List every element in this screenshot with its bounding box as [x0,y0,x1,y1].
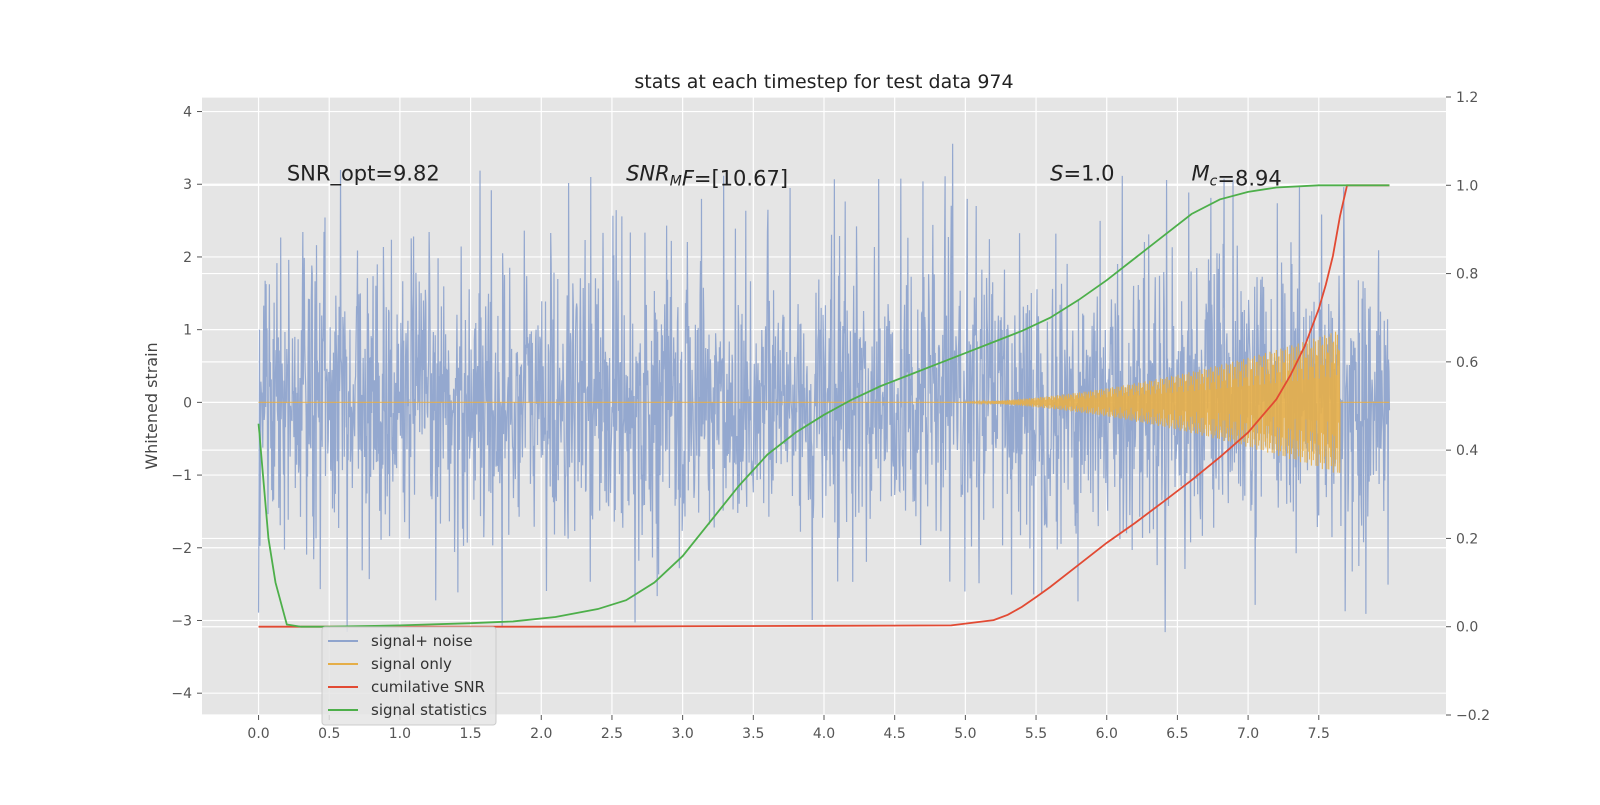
y2-tick-label: 1.0 [1456,178,1478,194]
legend-label: signal only [371,655,452,673]
legend-item-cumilative-snr: cumilative SNR [328,678,485,696]
annotation-snr-mf: SNRMF=[10.67] [626,162,788,191]
y2-tick-label: 0.0 [1456,620,1478,636]
y2-tick-label: 0.8 [1456,267,1478,283]
grid [202,96,1446,716]
x-tick-label: 4.5 [884,726,906,742]
y2-tick-label: 0.6 [1456,355,1478,371]
y-tick-label: 4 [183,105,192,121]
annotation-spin-s: S=1.0 [1050,162,1114,186]
legend-item-signal-only: signal only [328,655,452,673]
annotation-part: S [1050,162,1063,186]
x-tick-label: 3.0 [672,726,694,742]
annotation-chirp-mass: Mc=8.94 [1192,162,1282,191]
legend-box [321,626,497,726]
annotation-part: =8.94 [1217,167,1281,191]
y-tick-label: 0 [183,395,192,411]
annotation-part: M [1192,162,1210,186]
annotation-part: SNR_opt=9.82 [287,162,440,187]
series-signal-noise [257,143,1391,633]
x-tick-label: 7.0 [1237,726,1259,742]
legend-item-signal-noise: signal+ noise [328,632,473,650]
x-tick-label: 6.5 [1166,726,1188,742]
legend-label: signal+ noise [371,632,473,650]
x-tick-label: 2.0 [530,726,552,742]
y-tick-label: −1 [171,468,192,484]
annotation-part: =1.0 [1064,162,1115,186]
legend-item-signal-statistics: signal statistics [328,701,487,719]
y-tick-label: −4 [171,686,192,702]
x-tick-label: 6.0 [1096,726,1118,742]
legend-label: signal statistics [371,701,487,719]
x-tick-label: 0.5 [318,726,340,742]
y-tick-label: 3 [183,177,192,193]
series-signal-statistics [257,184,1390,628]
series-cumilative-snr [258,184,1390,628]
x-tick-label: 5.5 [1025,726,1047,742]
legend-label: cumilative SNR [371,678,485,696]
annotation-part: =[10.67] [694,167,788,191]
annotation-part: F [682,167,695,191]
x-tick-label: 2.5 [601,726,623,742]
x-tick-label: 5.0 [954,726,976,742]
y2-tick-label: 0.2 [1456,531,1478,547]
y-tick-label: −2 [171,541,192,557]
legend: signal+ noise signal only cumilative SNR… [321,626,497,726]
annotation-part: c [1210,174,1218,190]
x-tick-label: 7.5 [1308,726,1330,742]
chart-title: stats at each timestep for test data 974 [634,71,1013,93]
x-tick-label: 3.5 [742,726,764,742]
annotations: SNR_opt=9.82 SNRMF=[10.67] S=1.0 Mc=8.94 [287,162,1282,191]
y2-tick-label: −0.2 [1456,708,1490,724]
y2-tick-label: 1.2 [1456,90,1478,106]
y-tick-label: 1 [183,323,192,339]
annotation-snr-opt: SNR_opt=9.82 [287,162,440,187]
y-axis-title: Whitened strain [142,342,161,469]
axes: 0.0 0.5 1.0 1.5 2.0 2.5 3.0 3.5 4.0 4.5 5.0 5.5 6.0 6… [171,90,1490,742]
x-tick-label: 1.5 [459,726,481,742]
annotation-part: M [670,174,682,190]
x-tick-label: 1.0 [389,726,411,742]
x-tick-label: 4.0 [813,726,835,742]
annotation-part: SNR [626,162,670,186]
y-tick-label: −3 [171,613,192,629]
x-tick-label: 0.0 [247,726,269,742]
series-layer [257,143,1391,633]
y2-tick-label: 0.4 [1456,443,1478,459]
series-signal-only [258,331,1390,473]
y-tick-label: 2 [183,250,192,266]
